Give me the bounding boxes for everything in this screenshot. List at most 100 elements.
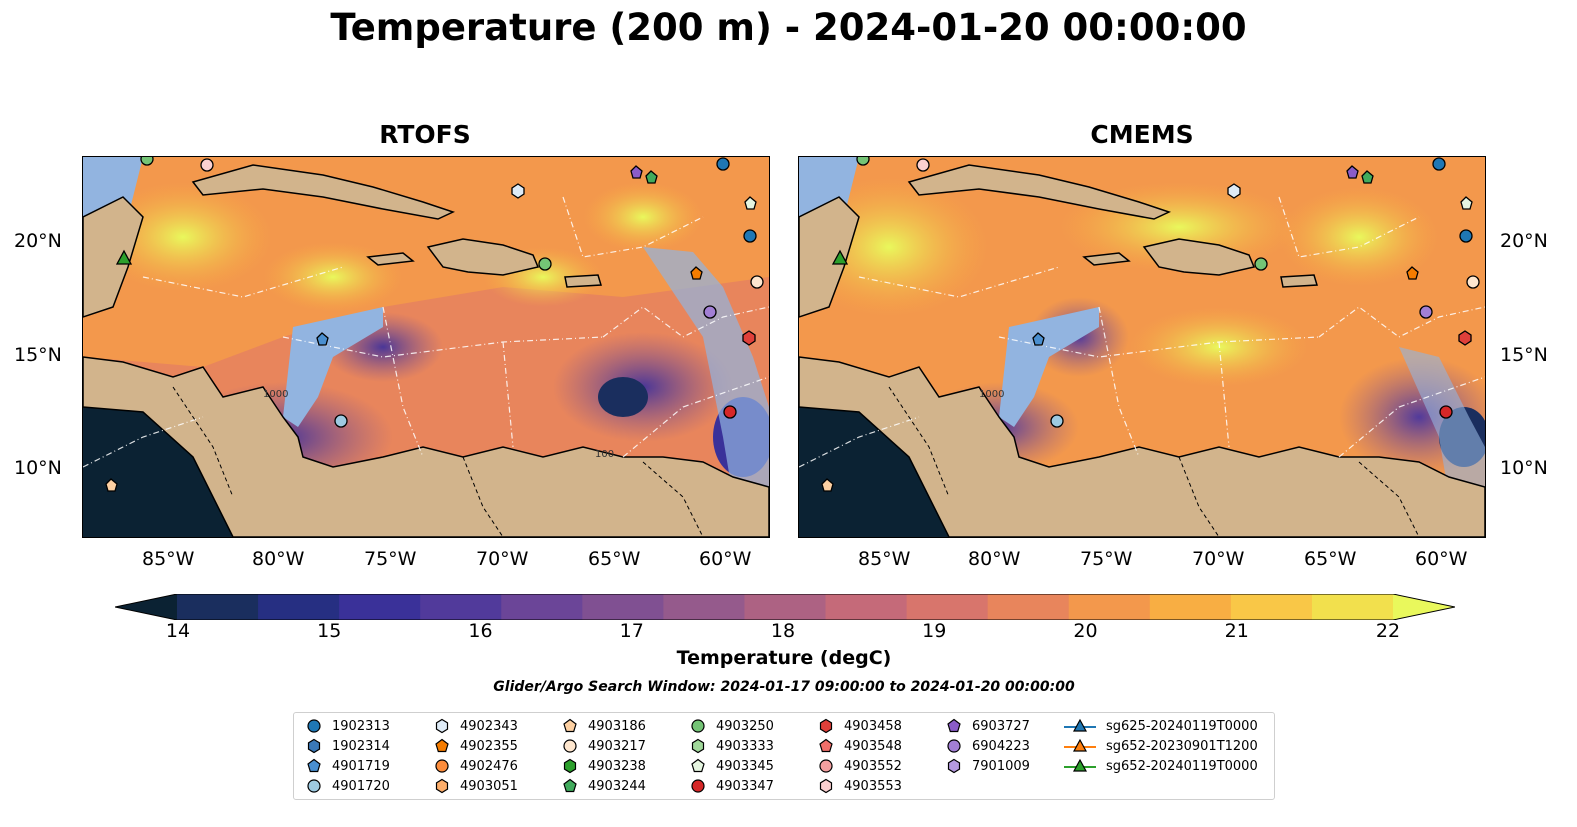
marker-4901720[interactable] [1050, 414, 1064, 428]
colorbar-segment [177, 594, 259, 620]
legend-item: 4903458 [818, 716, 902, 736]
legend-item: 6904223 [946, 736, 1030, 756]
marker-4902355[interactable] [1406, 266, 1419, 280]
colorbar-segment [825, 594, 908, 620]
legend-label: 4903217 [588, 738, 646, 754]
legend-label: sg652-20240119T0000 [1106, 758, 1258, 774]
colorbar-tick-label: 17 [619, 620, 644, 642]
marker-sg652-20240119[interactable] [115, 249, 133, 265]
legend-item: 4902355 [434, 736, 518, 756]
legend-hexagon-icon [435, 718, 449, 734]
legend-pentagon-icon [563, 778, 577, 793]
lon-label-80w-left: 80°W [252, 548, 305, 570]
marker-4903347[interactable] [1439, 405, 1453, 419]
warm-core-ne [583, 182, 703, 252]
marker-4903244[interactable] [1361, 170, 1374, 184]
legend-pentagon-icon [563, 718, 577, 733]
marker-1902313-a[interactable] [716, 157, 730, 171]
land-yucatan [799, 196, 860, 318]
lon-label-70w-left: 70°W [476, 548, 529, 570]
marker-4903345[interactable] [744, 196, 757, 210]
legend-item: 4903548 [818, 736, 902, 756]
marker-6903727[interactable] [630, 165, 643, 179]
legend-item: 4903217 [562, 736, 646, 756]
marker-4902355[interactable] [690, 266, 703, 280]
marker-4903345[interactable] [1460, 196, 1473, 210]
marker-4903186[interactable] [105, 478, 118, 492]
marker-4903458[interactable] [1458, 330, 1472, 346]
legend-label: 4903552 [844, 758, 902, 774]
legend-label: 4903347 [716, 778, 774, 794]
lon-label-75w-left: 75°W [364, 548, 417, 570]
legend-circle-icon [307, 779, 321, 793]
legend-label: 4903250 [716, 718, 774, 734]
colorbar-segment [1068, 594, 1151, 620]
marker-4903250-b[interactable] [856, 157, 870, 166]
colorbar-extend-high [1393, 594, 1455, 620]
lon-label-65w-right: 65°W [1304, 548, 1357, 570]
legend-label: 4903548 [844, 738, 902, 754]
marker-1902313-b[interactable] [1459, 229, 1473, 243]
legend-label: 4903238 [588, 758, 646, 774]
marker-6903727[interactable] [1346, 165, 1359, 179]
marker-4901719[interactable] [1032, 332, 1045, 346]
contour-label-100: 100 [595, 449, 614, 460]
legend-item: 7901009 [946, 756, 1030, 776]
legend-pentagon-icon [947, 718, 961, 733]
legend-item: 4903238 [562, 756, 646, 776]
contour-label-1000: 1000 [263, 389, 288, 400]
colorbar-tick-label: 18 [770, 620, 796, 642]
marker-4901719[interactable] [316, 332, 329, 346]
legend-label: 4903186 [588, 718, 646, 734]
country-borders [172, 386, 704, 537]
marker-1902313-a[interactable] [1432, 157, 1446, 171]
marker-4903244[interactable] [645, 170, 658, 184]
marker-4903458[interactable] [742, 330, 756, 346]
legend-item: 4902476 [434, 756, 518, 776]
lon-label-65w-left: 65°W [588, 548, 641, 570]
legend-label: 1902313 [332, 718, 390, 734]
marker-4903250-b[interactable] [140, 157, 154, 166]
lat-label-15n-right: 15°N [1500, 344, 1548, 366]
marker-6904223[interactable] [1419, 305, 1433, 319]
colorbar-segment [258, 594, 340, 620]
lon-label-85w-right: 85°W [858, 548, 911, 570]
legend-pentagon-icon [435, 738, 449, 753]
legend-item: sg652-20240119T0000 [1064, 756, 1258, 776]
marker-4903250[interactable] [1254, 257, 1268, 271]
lon-label-75w-right: 75°W [1080, 548, 1133, 570]
legend-item: sg652-20230901T1200 [1064, 736, 1258, 756]
marker-4902343[interactable] [511, 183, 525, 199]
marker-4903250[interactable] [538, 257, 552, 271]
legend-label: 6903727 [972, 718, 1030, 734]
legend-circle-icon [307, 719, 321, 733]
marker-4903553[interactable] [200, 158, 214, 172]
lat-label-10n-left: 10°N [14, 457, 62, 479]
marker-4903553[interactable] [916, 158, 930, 172]
colorbar-segment [339, 594, 421, 620]
eez-boundaries [799, 196, 1485, 468]
colorbar-segment [1149, 594, 1232, 620]
marker-1902313-b[interactable] [743, 229, 757, 243]
legend-circle-icon [691, 719, 705, 733]
legend-item: sg625-20240119T0000 [1064, 716, 1258, 736]
marker-6904223[interactable] [703, 305, 717, 319]
legend-hexagon-icon [435, 778, 449, 794]
marker-4903186[interactable] [821, 478, 834, 492]
legend-label: sg625-20240119T0000 [1106, 718, 1258, 734]
legend-item: 4903333 [690, 736, 774, 756]
colorbar-tick-label: 16 [468, 620, 493, 642]
legend-label: 4902355 [460, 738, 518, 754]
lat-label-15n-left: 15°N [14, 344, 62, 366]
legend-label: 4903244 [588, 778, 646, 794]
marker-4902343[interactable] [1227, 183, 1241, 199]
marker-4903217[interactable] [1466, 275, 1480, 289]
marker-sg652-20240119[interactable] [831, 249, 849, 265]
colorbar-tick-label: 20 [1073, 620, 1098, 642]
marker-4903347[interactable] [723, 405, 737, 419]
legend-item: 6903727 [946, 716, 1030, 736]
legend-label: 7901009 [972, 758, 1030, 774]
marker-4901720[interactable] [334, 414, 348, 428]
marker-4903217[interactable] [750, 275, 764, 289]
legend-hexagon-icon [691, 738, 705, 754]
